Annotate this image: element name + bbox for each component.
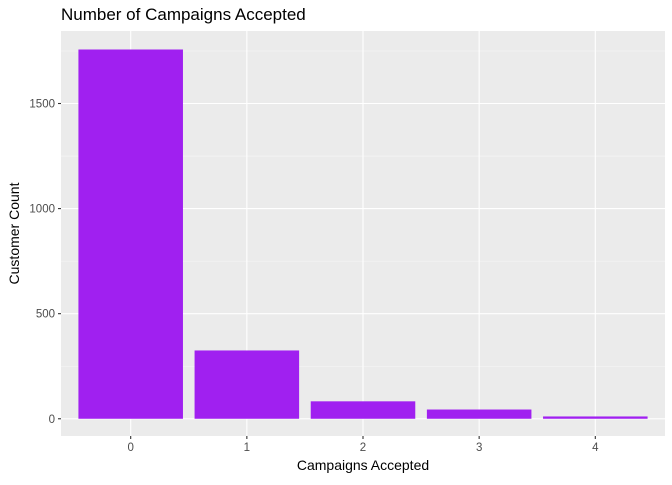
bars <box>78 49 648 419</box>
x-tick-label: 4 <box>592 442 599 454</box>
x-tick-label: 3 <box>476 442 482 454</box>
bar-3 <box>426 409 532 419</box>
y-tick-label: 1000 <box>29 204 55 216</box>
bar-0 <box>78 49 183 419</box>
bar-2 <box>310 401 416 419</box>
x-tick-label: 0 <box>127 442 133 454</box>
x-tick-label: 1 <box>244 442 250 454</box>
y-tick-label: 500 <box>36 309 55 321</box>
y-tick-label: 1500 <box>29 99 55 111</box>
chart-title: Number of Campaigns Accepted <box>61 5 306 24</box>
axes: 0 500 1000 1500 0 1 2 3 4 <box>29 99 599 454</box>
x-axis-title: Campaigns Accepted <box>297 457 429 473</box>
bar-1 <box>194 350 300 419</box>
x-tick-label: 2 <box>360 442 366 454</box>
y-tick-label: 0 <box>49 414 55 426</box>
bar-4 <box>543 416 648 419</box>
y-axis-title: Customer Count <box>6 182 22 284</box>
